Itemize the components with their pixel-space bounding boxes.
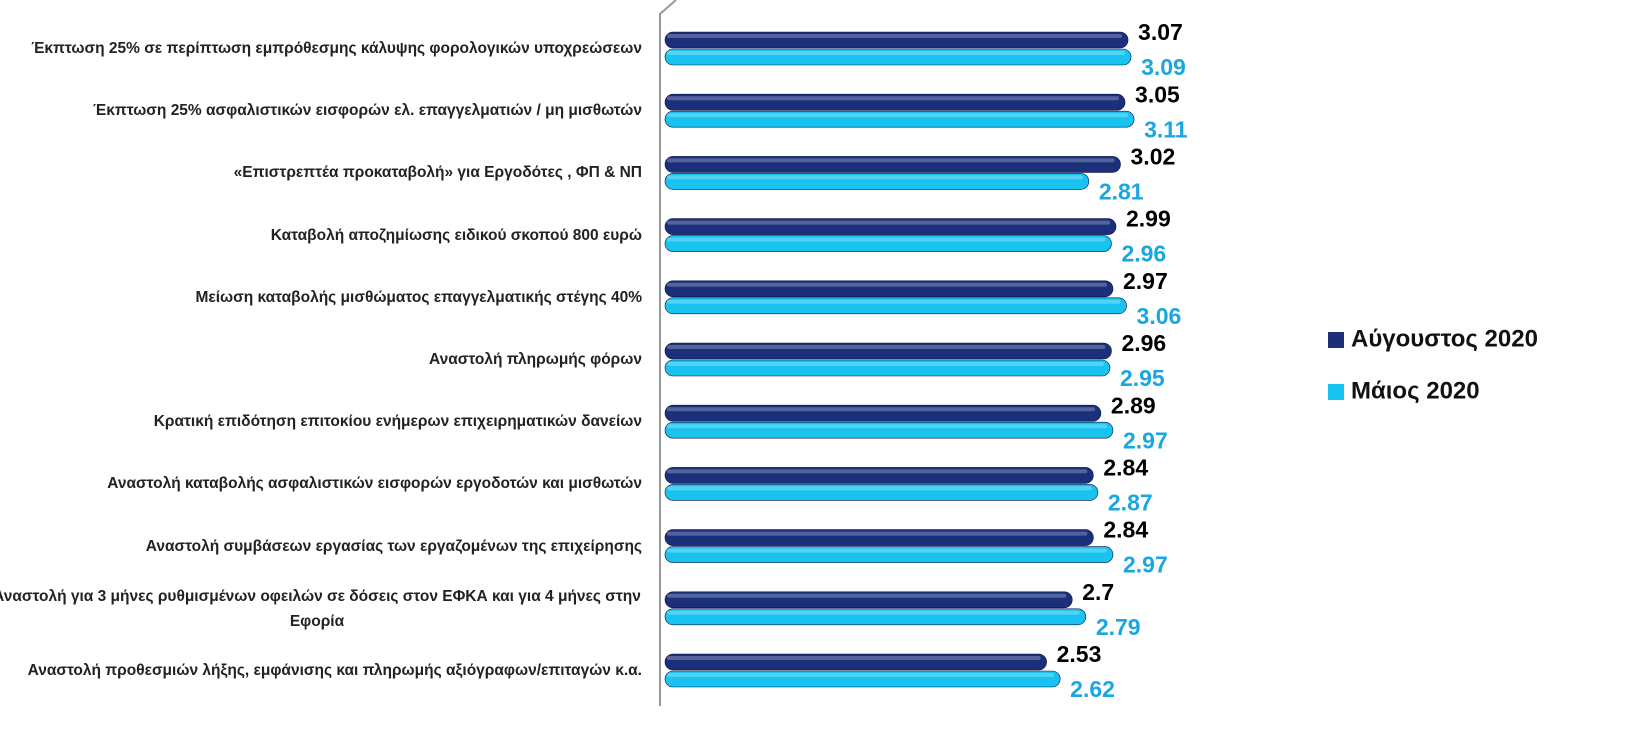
bar-highlight	[667, 34, 1123, 38]
bar-highlight	[667, 96, 1120, 101]
category-label: Κρατική επιδότηση επιτοκίου ενήμερων επι…	[0, 409, 642, 434]
value-label: 2.96	[1121, 241, 1166, 267]
bar-highlight	[667, 220, 1110, 225]
category-text: Έκπτωση 25% ασφαλιστικών εισφορών ελ. επ…	[93, 102, 642, 120]
bar	[664, 546, 1114, 563]
bar	[664, 484, 1099, 501]
category-label: Καταβολή αποζημίωσης ειδικού σκοπού 800 …	[0, 223, 642, 248]
value-label: 3.07	[1138, 19, 1183, 45]
bar	[664, 421, 1114, 439]
value-label: 3.02	[1131, 143, 1176, 169]
category-label: Έκπτωση 25% σε περίπτωση εμπρόθεσμης κάλ…	[0, 36, 642, 61]
value-label: 3.09	[1141, 54, 1186, 80]
value-label: 2.97	[1123, 268, 1168, 294]
category-label: Αναστολή προθεσμιών λήξης, εμφάνισης και…	[0, 658, 642, 683]
category-text: «Επιστρεπτέα προκαταβολή» για Εργοδότες …	[233, 164, 642, 182]
category-label: «Επιστρεπτέα προκαταβολή» για Εργοδότες …	[0, 160, 642, 185]
bar-highlight	[667, 610, 1080, 615]
bar	[664, 404, 1102, 422]
bar-highlight	[667, 282, 1107, 287]
legend-swatch	[1328, 384, 1344, 400]
bar-highlight	[667, 593, 1067, 598]
bar	[664, 156, 1121, 173]
bar-highlight	[667, 531, 1088, 536]
value-label: 2.97	[1123, 427, 1168, 453]
category-label: Έκπτωση 25% ασφαλιστικών εισφορών ελ. επ…	[0, 98, 642, 123]
value-label: 2.99	[1126, 206, 1171, 232]
value-label: 2.95	[1120, 365, 1165, 391]
value-label: 2.84	[1103, 517, 1148, 543]
value-label: 2.84	[1103, 454, 1148, 480]
category-label: Αναστολή συμβάσεων εργασίας των εργαζομέ…	[0, 534, 642, 559]
value-label: 2.96	[1121, 330, 1166, 356]
bar-highlight	[667, 548, 1107, 553]
category-text: Αναστολή προθεσμιών λήξης, εμφάνισης και…	[27, 662, 642, 679]
category-text: Αναστολή πληρωμής φόρων	[429, 351, 642, 368]
value-label: 2.7	[1082, 579, 1114, 605]
category-label: Μείωση καταβολής μισθώματος επαγγελματικ…	[0, 285, 642, 310]
category-label: Αναστολή πληρωμής φόρων	[0, 347, 642, 372]
category-text: Αναστολή συμβάσεων εργασίας των εργαζομέ…	[145, 537, 642, 555]
bar	[664, 235, 1112, 252]
bar	[664, 670, 1061, 688]
bar	[664, 467, 1094, 484]
value-label: 2.62	[1070, 676, 1115, 702]
bar	[664, 591, 1073, 609]
bar-highlight	[667, 407, 1095, 412]
bar-highlight	[667, 673, 1055, 677]
category-label: Αναστολή καταβολής ασφαλιστικών εισφορών…	[0, 471, 642, 496]
bar	[664, 93, 1126, 111]
bar	[664, 31, 1129, 49]
bar	[664, 653, 1047, 671]
bar	[664, 608, 1087, 626]
bar-highlight	[667, 237, 1106, 242]
bar-highlight	[667, 424, 1107, 429]
bar	[664, 218, 1117, 235]
bar	[664, 173, 1090, 190]
value-label: 2.89	[1111, 392, 1156, 418]
bar	[664, 110, 1135, 128]
value-label: 2.79	[1096, 614, 1141, 640]
bar-highlight	[667, 362, 1104, 366]
value-label: 2.97	[1123, 552, 1168, 578]
bar	[664, 280, 1114, 298]
bar	[664, 359, 1111, 377]
bar-highlight	[667, 345, 1106, 349]
bar	[664, 342, 1112, 360]
category-text: Αναστολή για 3 μήνες ρυθμισμένων οφειλών…	[0, 587, 641, 630]
value-label: 2.81	[1099, 178, 1144, 204]
legend-swatch	[1328, 332, 1344, 348]
bar-highlight	[667, 158, 1115, 163]
category-text: Κρατική επιδότηση επιτοκίου ενήμερων επι…	[153, 413, 642, 431]
axis	[659, 0, 677, 706]
bar-highlight	[667, 469, 1088, 474]
bar	[664, 297, 1127, 315]
value-label: 3.05	[1135, 81, 1180, 107]
value-label: 3.06	[1137, 303, 1182, 329]
bar-highlight	[667, 299, 1121, 304]
value-label: 3.11	[1144, 116, 1188, 142]
legend-label: Αύγουστος 2020	[1351, 325, 1538, 352]
category-text: Καταβολή αποζημίωσης ειδικού σκοπού 800 …	[270, 226, 642, 244]
value-label: 2.87	[1108, 489, 1153, 515]
value-label: 2.53	[1057, 641, 1102, 667]
category-label: Αναστολή για 3 μήνες ρυθμισμένων οφειλών…	[0, 584, 642, 634]
bar-highlight	[667, 175, 1083, 180]
category-text: Έκπτωση 25% σε περίπτωση εμπρόθεσμης κάλ…	[31, 40, 642, 57]
bar-highlight	[667, 51, 1126, 55]
bar-highlight	[667, 113, 1129, 118]
bar	[664, 48, 1132, 66]
bar-highlight	[667, 656, 1041, 660]
category-text: Αναστολή καταβολής ασφαλιστικών εισφορών…	[107, 475, 642, 493]
bar-highlight	[667, 486, 1092, 491]
legend-label: Μάιος 2020	[1351, 377, 1480, 404]
category-text: Μείωση καταβολής μισθώματος επαγγελματικ…	[195, 288, 642, 306]
bar	[664, 529, 1094, 546]
